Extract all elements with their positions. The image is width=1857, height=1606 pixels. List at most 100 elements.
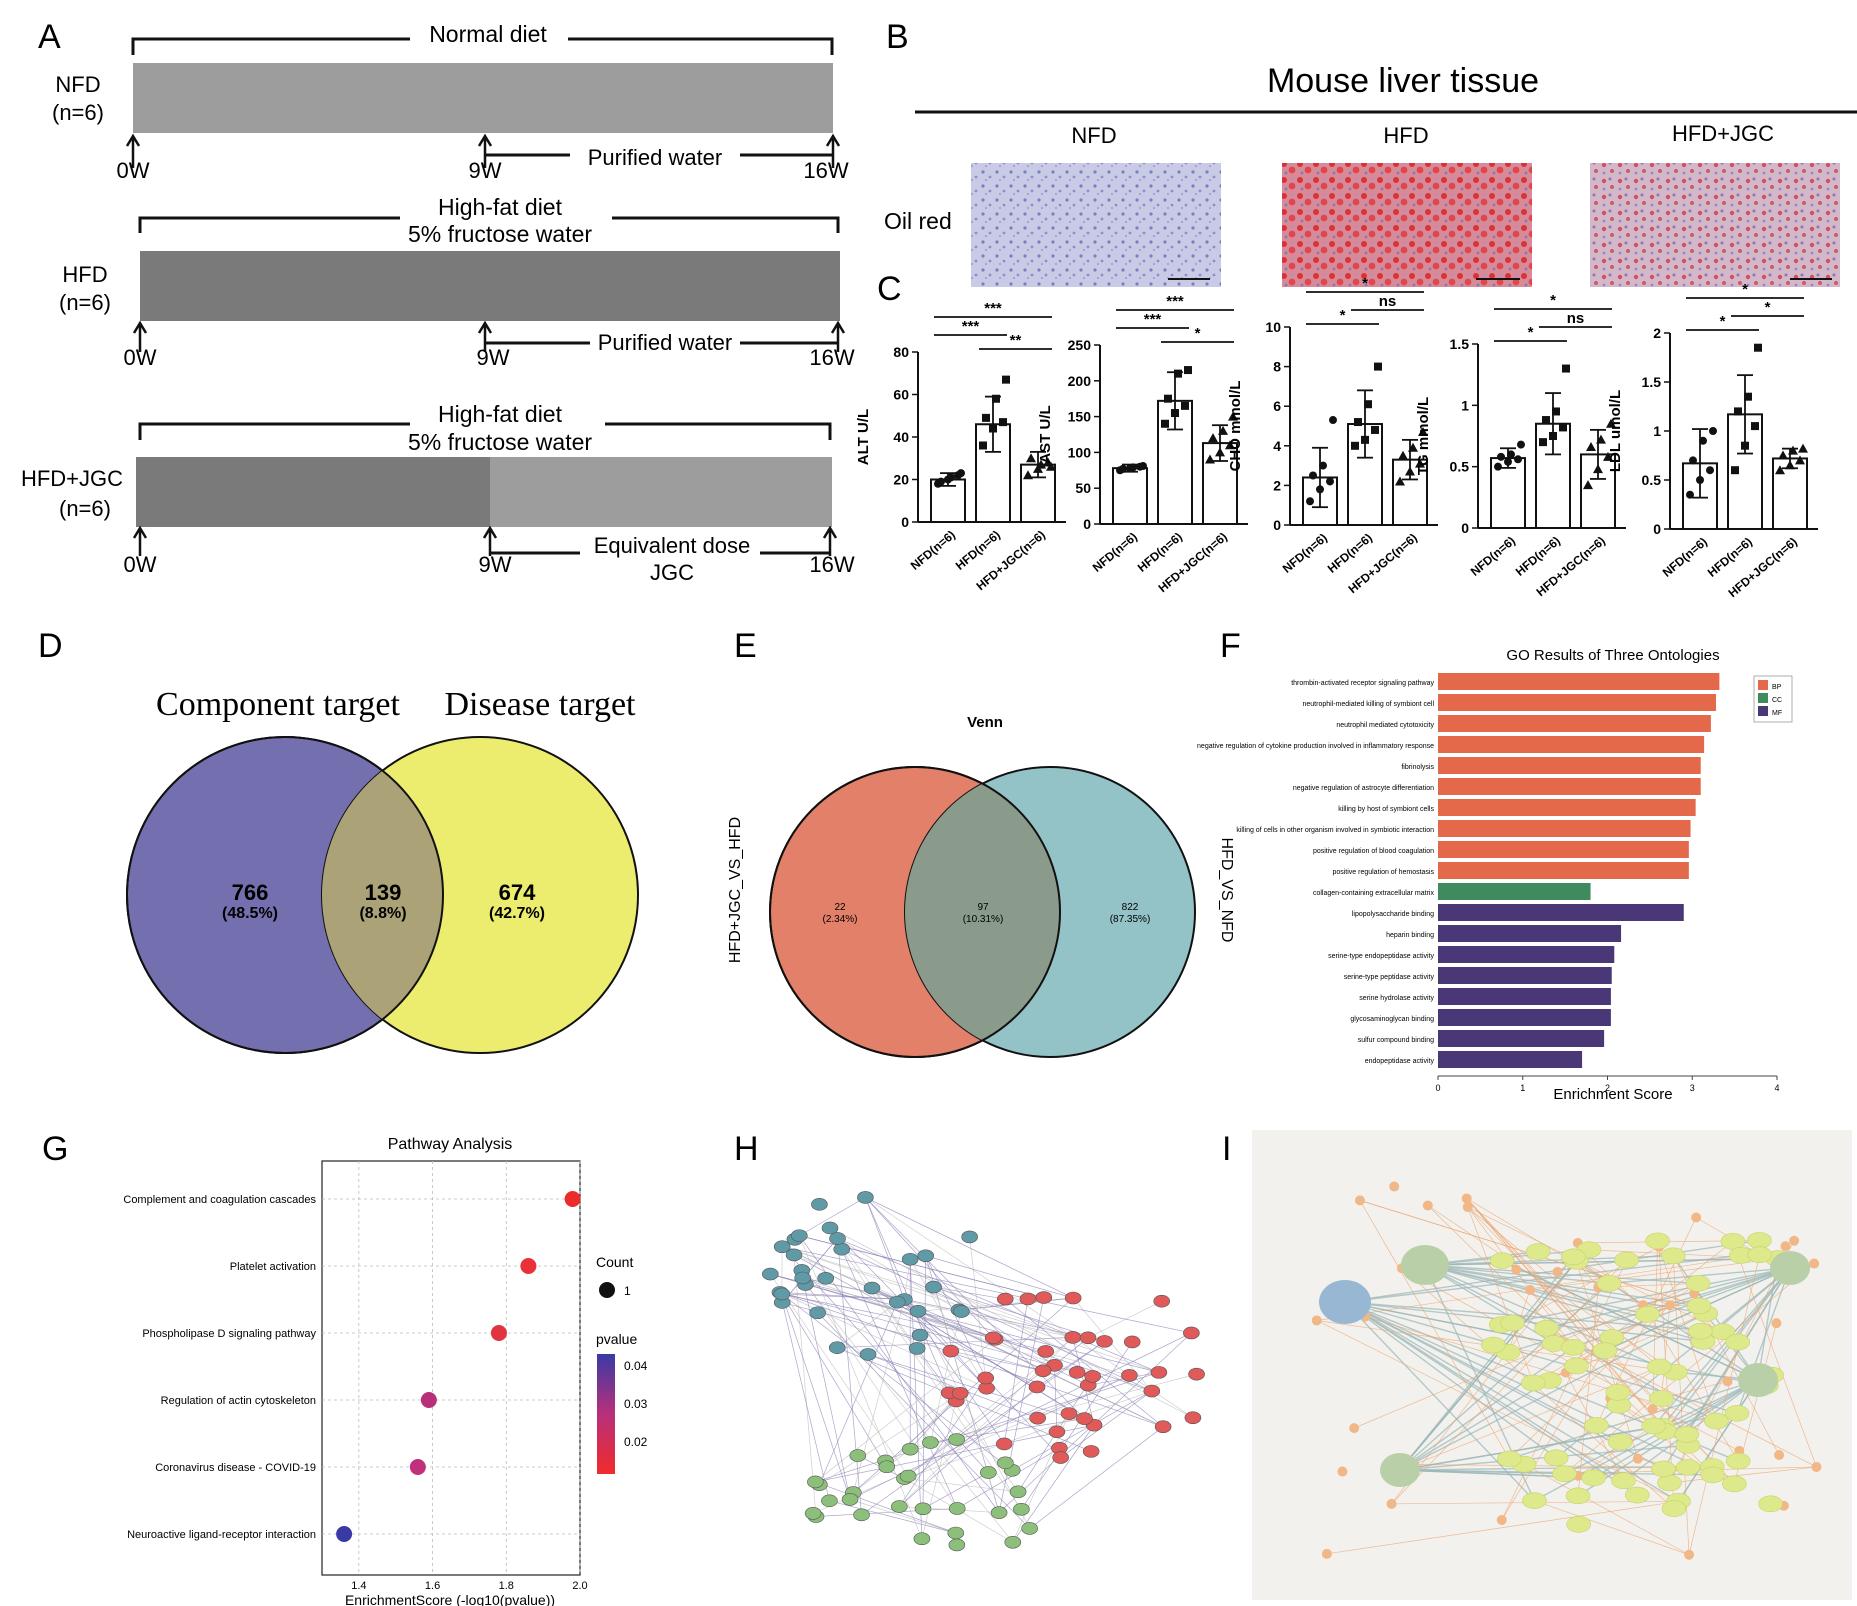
y-tick-label: 60	[893, 387, 909, 403]
network-edge	[861, 1341, 1105, 1516]
network-node	[1096, 1335, 1113, 1348]
go-bar	[1438, 757, 1701, 774]
network-edge	[815, 1339, 996, 1483]
network-edge	[1344, 1301, 1557, 1459]
size-legend-title: Count	[596, 1254, 633, 1270]
network-edge	[770, 1273, 1159, 1373]
network-node	[804, 1507, 822, 1520]
pct-right: (87.35%)	[1110, 914, 1151, 925]
data-point	[1775, 465, 1785, 475]
network-node	[811, 1198, 828, 1211]
data-point	[1744, 392, 1752, 401]
network-edge	[837, 1238, 1160, 1373]
significance-label: *	[1528, 324, 1534, 341]
network-node	[1019, 1292, 1037, 1306]
compound-node	[1789, 1235, 1800, 1246]
data-point	[1699, 436, 1707, 445]
network-node	[1079, 1331, 1097, 1345]
network-edge	[1424, 1264, 1704, 1343]
target-node	[1725, 1452, 1751, 1470]
go-term-label: killing of cells in other organism invol…	[1236, 827, 1434, 834]
network-edge	[1664, 1267, 1791, 1432]
data-point	[1514, 455, 1522, 464]
top-label: High-fat diet	[438, 194, 563, 220]
target-node	[1566, 1515, 1591, 1533]
network-edge	[871, 1287, 1095, 1426]
network-node	[1035, 1291, 1053, 1304]
compound-node	[1811, 1461, 1822, 1472]
data-point	[1218, 425, 1228, 435]
go-term-label: neutrophil-mediated killing of symbiont …	[1302, 701, 1434, 708]
y-axis-label: ALT U/L	[855, 409, 872, 465]
data-point	[1329, 416, 1337, 425]
data-point	[1161, 419, 1169, 428]
x-category-label: NFD(n=6)	[1660, 535, 1710, 580]
panel-letter-c: C	[877, 270, 902, 308]
data-point	[1788, 445, 1798, 455]
bar-chart-3: 00.511.5TG mmol/LNFD(n=6)HFD(n=6)HFD+JGC…	[1415, 292, 1626, 599]
data-point	[1778, 450, 1788, 460]
mid-label: Purified water	[598, 330, 733, 355]
target-node	[1565, 1487, 1591, 1505]
y-tick-label: 4	[1273, 438, 1281, 454]
data-point	[957, 469, 965, 478]
data-point	[1306, 497, 1314, 506]
compound-node	[1691, 1212, 1702, 1223]
ppi-network-image	[761, 1191, 1205, 1552]
significance-label: ns	[1379, 293, 1397, 310]
data-point	[1517, 440, 1525, 449]
size-legend-dot	[599, 1282, 615, 1298]
plot-frame	[321, 1160, 581, 1576]
network-edge	[1564, 1263, 1815, 1474]
compound-node	[1684, 1549, 1695, 1560]
go-bar	[1438, 1051, 1583, 1068]
compound-node	[1771, 1318, 1782, 1329]
network-edge	[781, 1293, 888, 1467]
group-n: (n=6)	[52, 100, 104, 125]
target-node	[1543, 1449, 1569, 1467]
y-tick-label: 0	[901, 514, 909, 530]
week-16w: 16W	[803, 158, 848, 183]
network-edge	[1399, 1256, 1574, 1471]
go-term-label: negative regulation of cytokine producti…	[1197, 743, 1434, 750]
network-edge	[1661, 1267, 1791, 1427]
x-tick-label: 1.6	[425, 1580, 440, 1592]
network-node	[948, 1502, 966, 1515]
network-edge	[1546, 1327, 1817, 1468]
micrograph-hfd-jgc	[1590, 163, 1840, 287]
data-point	[1326, 477, 1334, 486]
network-edge	[793, 1254, 905, 1300]
network-node	[1004, 1535, 1022, 1549]
network-node	[1064, 1291, 1082, 1305]
network-edge	[1399, 1346, 1574, 1471]
panel-letter-h: H	[734, 1130, 759, 1168]
network-edge	[837, 1337, 1073, 1349]
network-edge	[998, 1297, 1045, 1513]
network-node	[1064, 1331, 1082, 1344]
network-node	[951, 1386, 969, 1400]
data-point	[992, 394, 1000, 403]
network-edge	[1399, 1260, 1577, 1471]
target-node	[1647, 1358, 1672, 1376]
panel-b: B Mouse liver tissue NFD HFD HFD+JGC Oil…	[884, 18, 1857, 287]
network-node	[891, 1500, 908, 1513]
significance-label: ***	[984, 300, 1002, 317]
network-edge	[865, 1197, 1074, 1299]
pathway-label: Phospholipase D signaling pathway	[142, 1328, 316, 1340]
target-node	[1624, 1486, 1650, 1504]
network-edge	[1732, 1241, 1817, 1468]
network-node	[980, 1466, 997, 1479]
go-term-label: collagen-containing extracellular matrix	[1313, 890, 1435, 897]
network-edge	[1344, 1301, 1535, 1502]
color-legend-tick: 0.02	[624, 1435, 648, 1449]
y-tick-label: 0	[1461, 520, 1469, 536]
y-tick-label: 6	[1273, 398, 1281, 414]
data-point	[1026, 453, 1036, 463]
target-node	[1747, 1246, 1773, 1263]
hub-node	[1770, 1251, 1810, 1285]
network-node	[901, 1442, 919, 1456]
count-overlap: 97	[977, 902, 989, 913]
column-label-nfd: NFD	[1071, 123, 1116, 148]
venn-outline	[126, 736, 444, 1054]
